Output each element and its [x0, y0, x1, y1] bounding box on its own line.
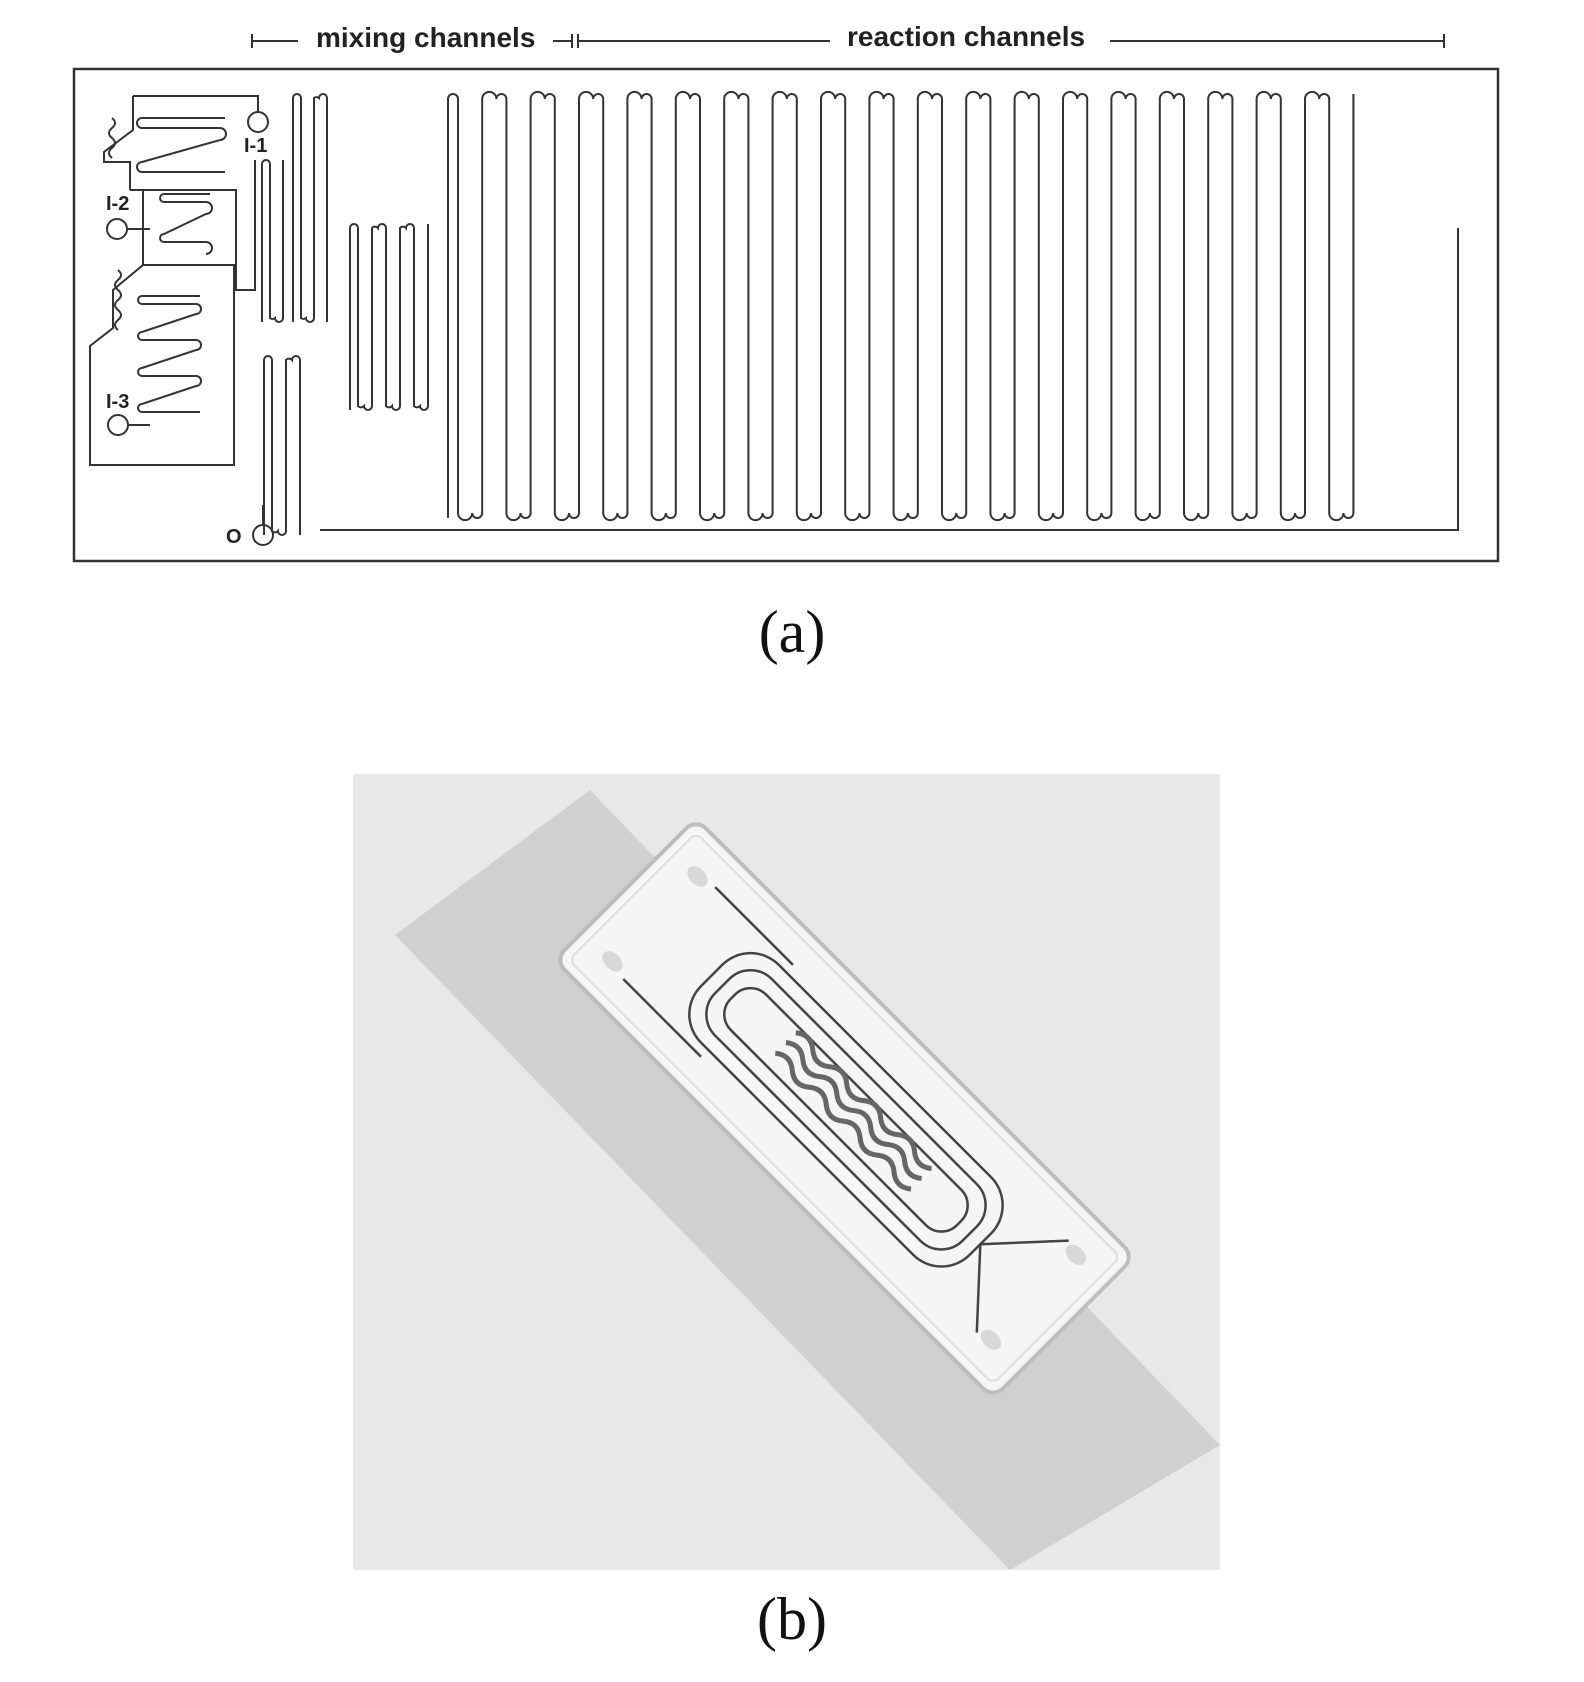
- chip-channels: [622, 886, 1069, 1333]
- wavy-connector: [108, 117, 116, 159]
- panel-a-caption: (a): [758, 599, 826, 665]
- panel-b-chip-photo: [353, 774, 1220, 1570]
- serpentine-channel: [263, 355, 301, 536]
- serpentine-channel: [261, 159, 284, 323]
- outlet-return-channel: [320, 228, 1459, 531]
- meander-channel: [136, 117, 227, 173]
- ports: [106, 111, 274, 546]
- inlet1-port: [247, 111, 269, 133]
- serpentine-channel: [447, 90, 1355, 522]
- panel-b-caption: (b): [757, 1586, 827, 1652]
- meander-channel: [159, 193, 213, 255]
- mixing-channels-label: mixing channels: [316, 22, 535, 53]
- chip-port: [602, 951, 623, 972]
- mixing-channels-lower: [263, 355, 301, 536]
- reaction-channels-serpentine: [447, 90, 1355, 522]
- panel-a-schematic: [72, 34, 1500, 563]
- chip-port: [1065, 1244, 1086, 1266]
- chip-body: [558, 822, 1131, 1395]
- inlet-manifold-outlines: [89, 95, 259, 466]
- serpentine-channel: [292, 93, 328, 323]
- inlet2-port: [106, 218, 128, 240]
- outlet-label: O: [226, 526, 242, 548]
- chip-port: [687, 866, 708, 887]
- mixing-channels-left: [261, 159, 284, 323]
- reaction-channels-label: reaction channels: [847, 21, 1085, 52]
- inlet3-meander: [137, 295, 202, 413]
- mixing-channels-upper: [292, 93, 328, 323]
- inlet2-label: I-2: [106, 193, 129, 215]
- inlet1-label: I-1: [244, 135, 267, 157]
- wavy-connector: [114, 269, 122, 331]
- mixing-channels-middle: [349, 223, 429, 411]
- inlet3-label: I-3: [106, 391, 129, 413]
- inlet1-meander: [108, 117, 227, 331]
- chip-outline: [72, 67, 1500, 563]
- chip-port: [980, 1329, 1002, 1350]
- channel-scale-bars: [251, 34, 1445, 48]
- meander-channel: [137, 295, 202, 413]
- serpentine-channel: [349, 223, 429, 411]
- inlet3-port: [107, 414, 129, 436]
- inlet2-meander: [159, 193, 213, 255]
